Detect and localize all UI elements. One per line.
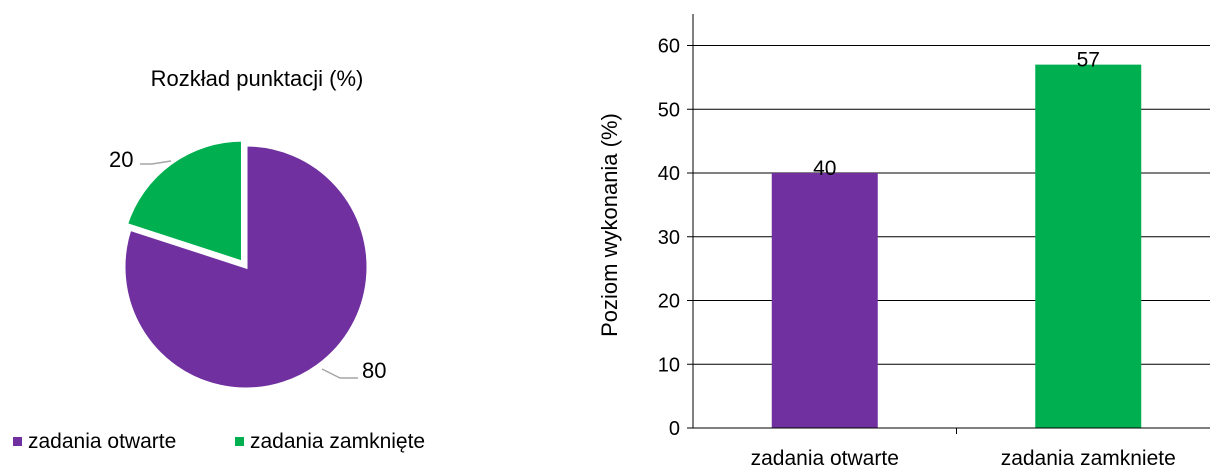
legend-swatch-zadania-otwarte: [13, 437, 22, 446]
pie-slice-zadania-otwarte: [122, 143, 370, 391]
y-tick-label: 40: [658, 163, 680, 185]
pie-data-label-20: 20: [109, 147, 133, 172]
x-axis-ticks: zadania otwarte zadania zamkniete: [751, 428, 1176, 469]
y-axis-title: Poziom wykonania (%): [597, 113, 622, 337]
bars: 40 57: [771, 49, 1142, 428]
pie-data-label-80: 80: [362, 358, 386, 383]
bar-zadania-otwarte: [771, 173, 878, 428]
y-tick-label: 10: [658, 354, 680, 376]
y-tick-label: 20: [658, 291, 680, 313]
leader-line-80: [321, 368, 358, 379]
legend-label-zadania-zamkniete: zadania zamknięte: [250, 430, 425, 453]
x-tick-label: zadania otwarte: [751, 447, 899, 469]
y-tick-label: 60: [658, 36, 680, 58]
y-tick-label: 30: [658, 227, 680, 249]
legend-swatch-zadania-zamkniete: [235, 437, 244, 446]
bar-data-label: 57: [1077, 49, 1100, 72]
y-tick-label: 0: [669, 418, 680, 440]
bar-zadania-zamkniete: [1035, 64, 1142, 428]
x-tick-label: zadania zamkniete: [1001, 447, 1176, 469]
y-tick-label: 50: [658, 99, 680, 121]
pie-title: Rozkład punktacji (%): [151, 66, 364, 91]
leader-line-20: [140, 160, 172, 165]
legend-label-zadania-otwarte: zadania otwarte: [28, 430, 176, 453]
pie-chart: Rozkład punktacji (%) 20 80 zadania otwa…: [13, 66, 425, 453]
y-axis-ticks: 0 10 20 30 40 50 60: [658, 36, 693, 440]
pie-slice-zadania-zamkniete: [124, 138, 244, 265]
bar-data-label: 40: [813, 157, 836, 180]
